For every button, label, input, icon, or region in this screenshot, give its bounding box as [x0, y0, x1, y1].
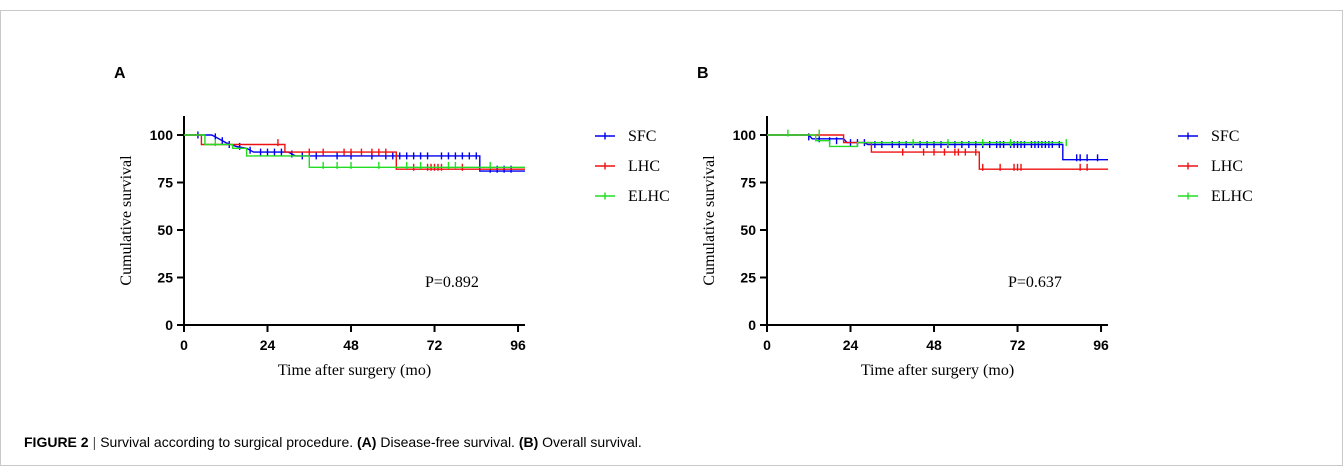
x-tick-label: 24	[260, 337, 276, 353]
y-tick-label: 25	[157, 270, 173, 286]
caption-b-text: Overall survival.	[542, 434, 642, 450]
x-tick-label: 72	[1010, 337, 1026, 353]
x-tick-label: 96	[510, 337, 526, 353]
legend-label: SFC	[628, 128, 656, 145]
y-tick-label: 50	[157, 222, 173, 238]
figure-caption: FIGURE 2 | Survival according to surgical …	[24, 434, 642, 450]
p-value-annotation: P=0.892	[425, 274, 479, 291]
series-line-elhc	[184, 134, 525, 168]
x-tick-label: 96	[1093, 337, 1109, 353]
y-tick-label: 75	[740, 175, 756, 191]
caption-a-text: Disease-free survival.	[380, 434, 515, 450]
panel-a: A 0 25 50 75 100 0 24 48 72 96 Time after surgery (…	[100, 56, 680, 396]
series-line-sfc	[184, 134, 525, 172]
km-chart-a: A 0 25 50 75 100 0 24 48 72 96 Time after surgery (…	[114, 65, 670, 379]
panel-b: B 0 25 50 75 100 0 24 48 72 96 Time after surgery (…	[683, 56, 1263, 396]
y-tick-label: 0	[165, 317, 173, 333]
x-axis-label: Time after surgery (mo)	[278, 362, 431, 379]
caption-separator: |	[92, 434, 97, 450]
series-line-elhc	[767, 134, 1063, 148]
legend-label: ELHC	[1211, 188, 1253, 205]
y-tick-label: 100	[150, 127, 174, 143]
legend-label: SFC	[1211, 128, 1239, 145]
x-tick-label: 48	[343, 337, 359, 353]
caption-b-tag: (B)	[518, 434, 539, 450]
x-tick-label: 72	[427, 337, 443, 353]
series-line-lhc	[184, 134, 525, 170]
x-tick-label: 24	[843, 337, 859, 353]
p-value-annotation: P=0.637	[1008, 274, 1062, 291]
caption-title: Survival according to surgical procedure…	[100, 434, 354, 450]
series-line-sfc	[767, 134, 1108, 161]
y-tick-label: 25	[740, 270, 756, 286]
figure-frame	[0, 10, 1343, 466]
legend-label: LHC	[1211, 158, 1243, 175]
x-tick-label: 0	[763, 337, 771, 353]
y-tick-label: 0	[748, 317, 756, 333]
x-tick-label: 48	[926, 337, 942, 353]
caption-label: FIGURE 2	[24, 434, 89, 450]
legend-label: ELHC	[628, 188, 670, 205]
legend-label: LHC	[628, 158, 660, 175]
panel-letter: A	[114, 65, 126, 82]
y-tick-label: 100	[733, 127, 757, 143]
y-axis-label: Cumulative survival	[701, 155, 718, 286]
x-axis-label: Time after surgery (mo)	[861, 362, 1014, 379]
y-tick-label: 75	[157, 175, 173, 191]
caption-a-tag: (A)	[357, 434, 377, 450]
y-axis-label: Cumulative survival	[118, 155, 135, 286]
x-tick-label: 0	[180, 337, 188, 353]
y-tick-label: 50	[740, 222, 756, 238]
panel-letter: B	[697, 65, 709, 82]
series-line-lhc	[767, 134, 1108, 170]
km-chart-b: B 0 25 50 75 100 0 24 48 72 96 Time after surgery (…	[697, 65, 1253, 379]
